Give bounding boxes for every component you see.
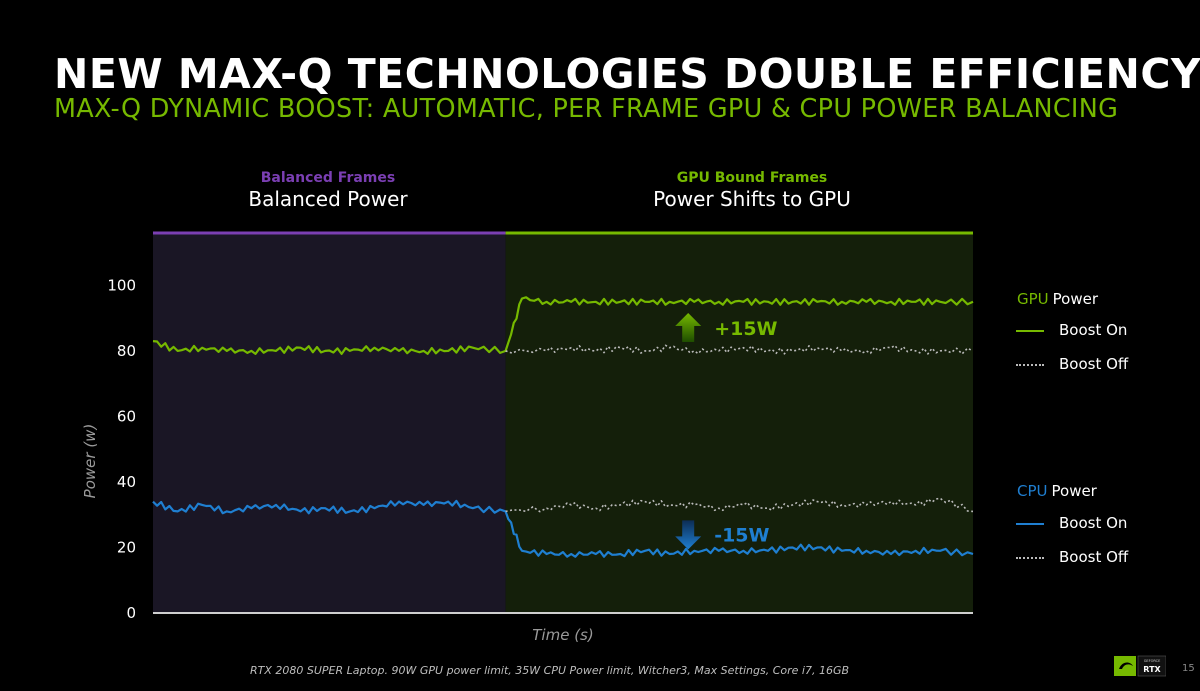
annotation-layer: +15W -15W: [675, 313, 778, 550]
logo-small-text: GEFORCE: [1144, 659, 1161, 663]
y-tick-label-60: 60: [117, 407, 136, 425]
series-line-gpu-power-boost-on: [152, 296, 974, 355]
y-tick-label-40: 40: [117, 473, 136, 491]
legend-gpu-boost-on: Boost On: [1059, 321, 1128, 339]
y-tick-label-0: 0: [126, 604, 136, 622]
region-label-gpu-bound: GPU Bound Frames Power Shifts to GPU: [622, 170, 882, 211]
arrow-down-icon: [675, 520, 702, 550]
legend-cpu-heading: CPU Power: [1017, 482, 1097, 500]
x-axis-label: Time (s): [532, 626, 593, 644]
series-line-cpu-power-boost-on: [152, 499, 974, 558]
arrow-up-icon: [675, 313, 702, 342]
annotation-label-1: -15W: [714, 524, 769, 546]
y-axis-label: Power (w): [81, 424, 99, 499]
region-big-label-balanced: Balanced Power: [248, 187, 408, 211]
y-axis-ticks: 0 20 40 60 80 100: [107, 276, 136, 622]
legend-gpu-group: GPU: [1017, 290, 1049, 308]
nvidia-rtx-logo: GEFORCE RTX: [1114, 655, 1166, 677]
region-big-label-gpu-bound: Power Shifts to GPU: [653, 187, 851, 211]
series-layer: [152, 296, 974, 558]
footnote: RTX 2080 SUPER Laptop. 90W GPU power lim…: [250, 664, 850, 677]
y-tick-label-80: 80: [117, 342, 136, 360]
y-tick-label-20: 20: [117, 538, 136, 556]
slide-subtitle: MAX-Q DYNAMIC BOOST: AUTOMATIC, PER FRAM…: [54, 94, 1119, 124]
series-line-cpu-power-boost-off: [505, 497, 974, 513]
region-small-label-balanced: Balanced Frames: [260, 170, 396, 186]
y-tick-label-100: 100: [107, 276, 136, 294]
annotation-label-0: +15W: [714, 318, 777, 340]
legend-gpu-boost-on-swatch: [1016, 330, 1044, 332]
region-small-label-gpu-bound: GPU Bound Frames: [676, 170, 828, 186]
legend-cpu-group: CPU: [1017, 482, 1048, 500]
slide-title: NEW MAX-Q TECHNOLOGIES DOUBLE EFFICIENCY: [54, 50, 1200, 98]
region-label-balanced: Balanced Frames Balanced Power: [228, 170, 428, 211]
legend-cpu-boost-on-swatch: [1016, 523, 1044, 525]
legend-cpu-suffix: Power: [1051, 482, 1097, 500]
legend-gpu-heading: GPU Power: [1017, 290, 1098, 308]
series-line-gpu-power-boost-off: [505, 344, 974, 355]
legend-cpu-boost-off: Boost Off: [1059, 548, 1129, 566]
logo-rtx-text: RTX: [1143, 665, 1161, 674]
legend-cpu-boost-on: Boost On: [1059, 514, 1128, 532]
legend-gpu-suffix: Power: [1052, 290, 1099, 308]
region-balanced-background: [153, 233, 506, 613]
legend-cpu-boost-off-swatch: [1016, 557, 1044, 559]
legend-gpu-boost-off: Boost Off: [1059, 355, 1129, 373]
legend-gpu-boost-off-swatch: [1016, 364, 1044, 366]
page-number: 15: [1182, 663, 1195, 674]
